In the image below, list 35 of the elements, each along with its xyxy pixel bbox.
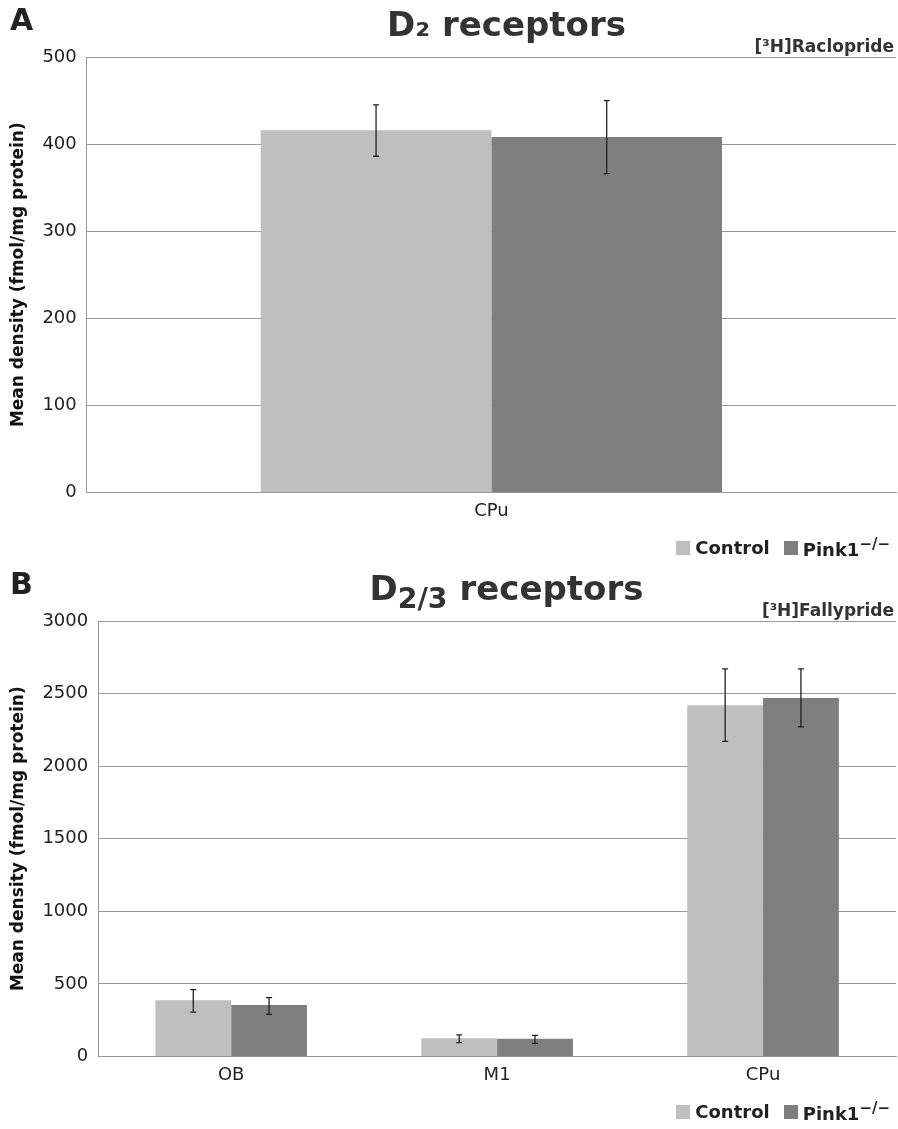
bar <box>763 697 839 1056</box>
bar <box>155 1000 232 1056</box>
legend-label: Pink1$^{−/−}$ <box>802 535 890 560</box>
y-tick-label: 0 <box>65 480 77 502</box>
chart-title: D$_{2/3}$ receptors <box>369 568 644 615</box>
y-tick-label: 1000 <box>42 898 89 920</box>
legend-label: Control <box>695 537 770 558</box>
x-tick-label: CPu <box>745 1062 781 1084</box>
legend-label: Control <box>695 1101 770 1122</box>
y-tick-label: 2500 <box>42 681 89 703</box>
text: [³H]Fallypride <box>761 600 894 620</box>
y-tick-label: 500 <box>42 44 77 66</box>
y-tick-label: 400 <box>42 131 77 153</box>
x-tick-label: OB <box>217 1062 245 1084</box>
text: [³H]Raclopride <box>754 36 894 56</box>
text: A <box>10 2 34 37</box>
x-tick-label: M1 <box>483 1062 511 1084</box>
y-axis-title: Mean density (fmol/mg protein) <box>6 122 27 428</box>
y-tick-label: 2000 <box>42 753 89 775</box>
bar <box>687 705 764 1056</box>
chart-title: D₂ receptors <box>387 4 626 44</box>
bar <box>497 1038 573 1056</box>
x-tick-label: CPu <box>474 498 509 520</box>
y-tick-label: 1500 <box>42 826 89 848</box>
legend-label: Pink1$^{−/−}$ <box>802 1099 890 1124</box>
bar <box>421 1038 498 1056</box>
y-tick-label: 100 <box>42 392 77 414</box>
text: B <box>10 566 33 601</box>
y-tick-label: 0 <box>76 1044 89 1066</box>
y-tick-label: 200 <box>42 305 77 327</box>
y-tick-label: 3000 <box>42 608 89 630</box>
bar <box>231 1004 307 1056</box>
y-tick-label: 500 <box>53 971 89 993</box>
y-axis-title: Mean density (fmol/mg protein) <box>6 686 27 992</box>
y-tick-label: 300 <box>42 218 77 240</box>
